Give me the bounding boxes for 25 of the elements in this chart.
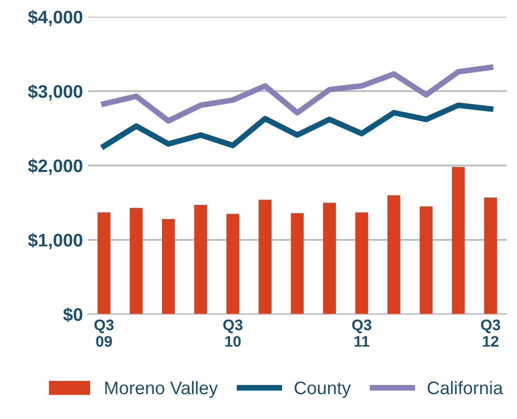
bar [130, 208, 143, 314]
bar [290, 213, 304, 314]
bar [162, 219, 175, 314]
x-tick-label: Q3 12 [480, 320, 500, 347]
x-tick-label: Q3 09 [94, 320, 114, 347]
y-tick-label: $1,000 [28, 233, 82, 250]
y-tick-label: $3,000 [28, 84, 82, 100]
bar [387, 195, 400, 314]
x-tick-label: Q3 10 [223, 320, 242, 347]
bar [226, 214, 240, 314]
bar [194, 204, 208, 314]
bar [98, 212, 110, 314]
x-tick-label: Q3 11 [352, 320, 372, 347]
bar [452, 166, 465, 314]
legend-label: California [428, 381, 504, 394]
legend-label: County [294, 382, 351, 398]
y-tick-label: $2,000 [28, 158, 82, 175]
bar [258, 200, 272, 314]
y-tick-label: $0 [63, 307, 82, 322]
bar [420, 206, 433, 314]
y-tick-label: $4,000 [28, 10, 82, 26]
bar [355, 212, 368, 314]
bar [323, 202, 336, 314]
legend-label: Moreno Valley [105, 381, 218, 398]
bar [484, 197, 497, 314]
